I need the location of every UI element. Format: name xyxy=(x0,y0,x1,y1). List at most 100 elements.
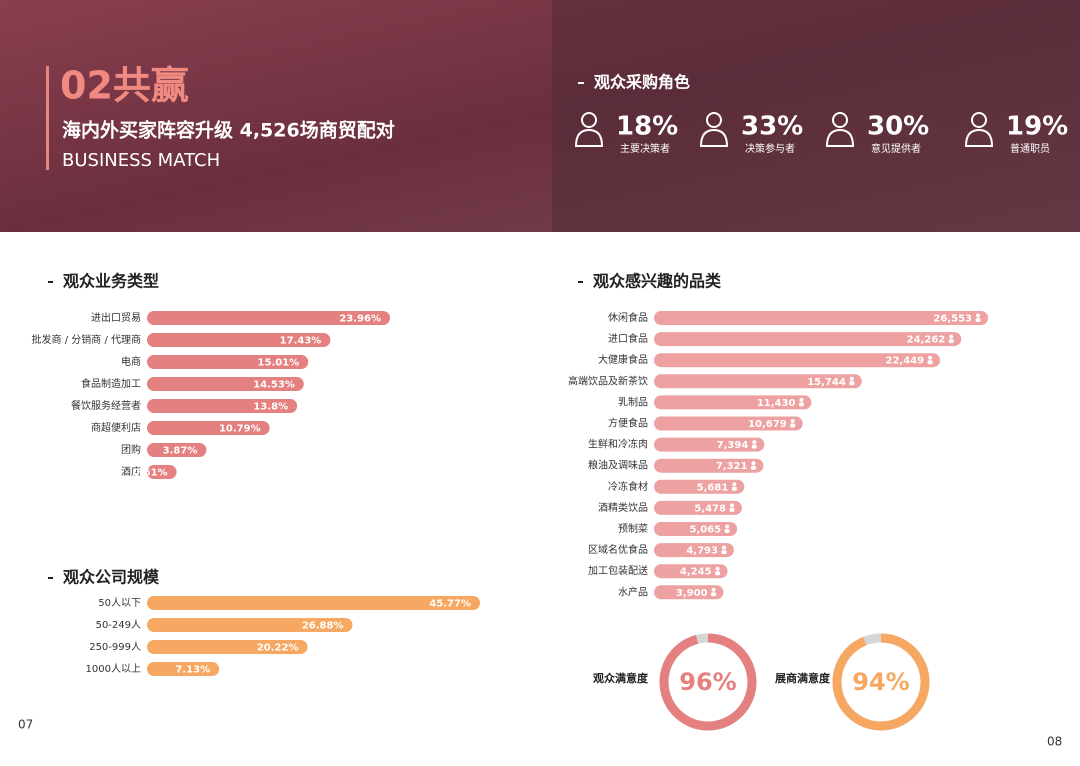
header-photo-right xyxy=(552,0,1080,232)
person-icon xyxy=(729,503,734,508)
bar xyxy=(147,333,331,347)
category-label: 食品制造加工 xyxy=(81,377,141,390)
value-label: 45.77% xyxy=(429,599,471,610)
person-icon xyxy=(732,482,737,487)
person-icon xyxy=(729,507,735,512)
person-icon xyxy=(715,571,721,576)
value-label: 14.53% xyxy=(253,380,295,391)
role-value: 33% xyxy=(741,112,803,142)
section-title: 观众公司规模 xyxy=(63,568,160,587)
bar xyxy=(147,640,308,654)
role-value: 19% xyxy=(1006,112,1068,142)
bar xyxy=(654,500,742,515)
value-label: 23.96% xyxy=(339,314,381,325)
icon-head xyxy=(706,112,722,128)
person-icon xyxy=(928,355,933,360)
value-label: 7,321 xyxy=(716,461,748,472)
category-label: 粮油及调味品 xyxy=(588,459,648,472)
category-label: 大健康食品 xyxy=(598,353,648,366)
section-title: 观众业务类型 xyxy=(63,272,159,291)
value-label: 22,449 xyxy=(885,356,924,367)
bar xyxy=(654,585,724,600)
category-label: 乳制品 xyxy=(618,395,648,408)
person-icon xyxy=(790,423,796,428)
value-label: 3.87% xyxy=(163,446,198,457)
bar xyxy=(147,355,309,369)
bar xyxy=(654,479,745,494)
category-label: 方便食品 xyxy=(608,417,648,430)
person-icon xyxy=(715,566,720,571)
person-icon xyxy=(949,334,954,339)
bar xyxy=(654,564,728,579)
gauge-title: 观众满意度 xyxy=(593,671,649,685)
bar xyxy=(654,543,734,558)
gauge-title: 展商满意度 xyxy=(774,671,831,685)
person-icon xyxy=(849,376,854,381)
value-label: 10,679 xyxy=(748,419,787,430)
icon-body xyxy=(699,128,729,147)
role-value: 18% xyxy=(616,112,678,142)
bar xyxy=(654,522,738,536)
category-label: 50-249人 xyxy=(96,619,141,631)
section-title: 观众感兴趣的品类 xyxy=(593,272,722,291)
category-label: 休闲食品 xyxy=(608,311,648,324)
bar xyxy=(147,465,177,479)
value-label: 24,262 xyxy=(907,335,946,346)
icon-head xyxy=(971,112,987,128)
role-label: 决策参与者 xyxy=(745,142,795,155)
bar xyxy=(147,618,353,632)
value-label: 10.79% xyxy=(219,424,261,435)
person-icon xyxy=(711,592,717,597)
bar xyxy=(654,458,764,473)
value-label: 17.43% xyxy=(280,336,322,347)
value-label: 15.01% xyxy=(258,358,300,369)
header-title: 02共赢 xyxy=(60,64,189,108)
person-icon xyxy=(927,360,933,365)
category-label: 区域名优食品 xyxy=(588,543,648,556)
value-label: 13.8% xyxy=(253,402,288,413)
person-icon xyxy=(798,402,804,407)
person-icon xyxy=(711,587,716,592)
icon-body xyxy=(574,128,604,147)
bar xyxy=(147,377,304,391)
role-icon xyxy=(825,112,855,147)
header-subtitle: 海内外买家阵容升级 4,526场商贸配对 xyxy=(62,119,395,142)
category-label: 商超便利店 xyxy=(91,421,141,434)
bar xyxy=(147,311,390,325)
value-label: 20.22% xyxy=(257,643,299,654)
bar xyxy=(654,311,988,325)
person-icon xyxy=(721,545,726,550)
icon-body xyxy=(825,128,855,147)
bar xyxy=(147,596,480,610)
category-label: 预制菜 xyxy=(618,522,648,535)
role-label: 普通职员 xyxy=(1010,142,1050,155)
role-label: 主要决策者 xyxy=(620,142,670,155)
person-icon xyxy=(751,461,756,466)
person-icon xyxy=(799,397,804,402)
person-icon xyxy=(849,381,855,386)
role-label: 意见提供者 xyxy=(871,142,921,155)
category-label: 酒精类饮品 xyxy=(598,501,648,514)
category-label: 250-999人 xyxy=(89,641,141,653)
person-icon xyxy=(725,524,730,529)
role-icon xyxy=(964,112,994,147)
category-label: 水产品 xyxy=(618,585,648,598)
icon-body xyxy=(964,128,994,147)
value-label: 26.88% xyxy=(302,621,344,632)
bar xyxy=(654,374,862,389)
value-label: 4,245 xyxy=(680,567,712,578)
header-subtitle-en: BUSINESS MATCH xyxy=(62,150,220,171)
value-label: 0.61% xyxy=(133,468,168,479)
bar xyxy=(654,395,812,410)
value-label: 15,744 xyxy=(807,377,846,388)
page-number: 07 xyxy=(18,718,33,732)
gauge-value: 96% xyxy=(679,668,736,696)
category-label: 团购 xyxy=(121,443,141,456)
value-label: 5,681 xyxy=(697,482,729,493)
role-icon xyxy=(574,112,604,147)
bar xyxy=(147,662,220,676)
value-label: 7,394 xyxy=(717,440,749,451)
value-label: 3,900 xyxy=(676,588,708,599)
gauge-value: 94% xyxy=(852,668,909,696)
